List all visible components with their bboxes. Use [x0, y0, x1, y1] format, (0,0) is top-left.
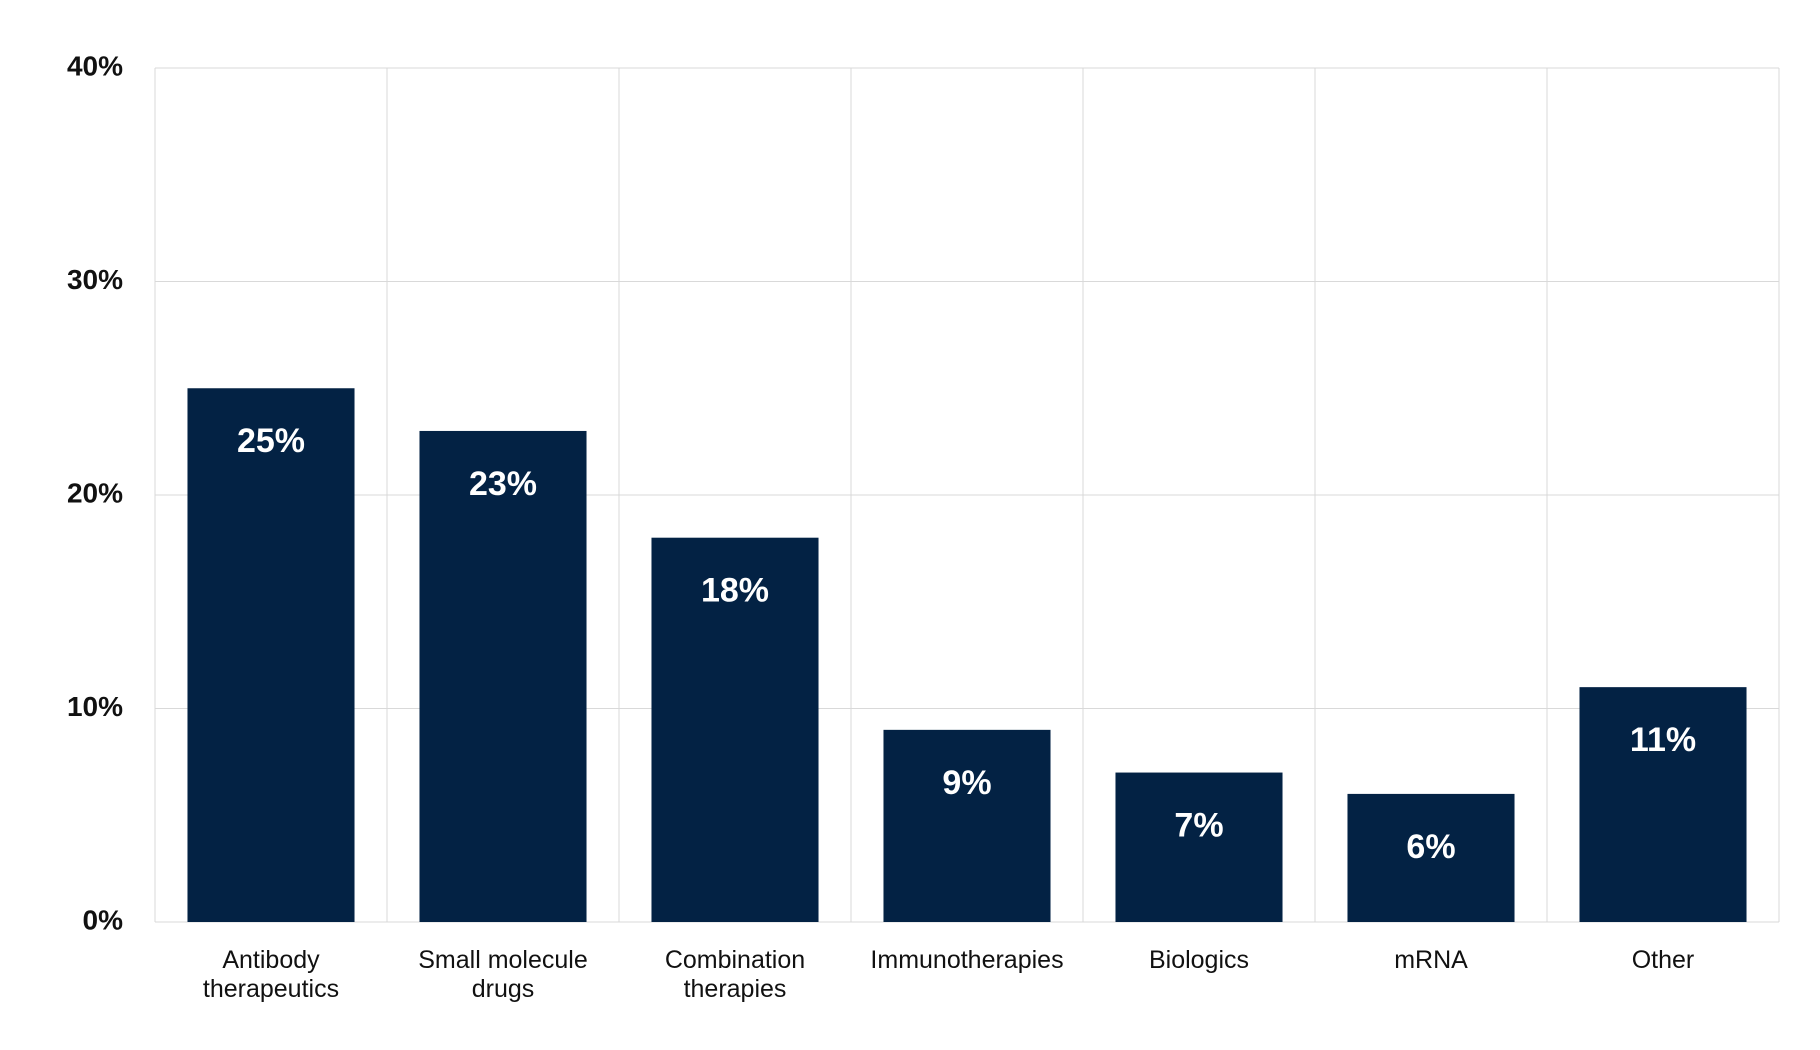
x-tick-label: mRNA: [1394, 946, 1468, 974]
value-label: 11%: [1630, 721, 1696, 759]
value-label: 6%: [1406, 828, 1455, 866]
x-tick-label: Antibody therapeutics: [202, 946, 340, 1003]
value-label: 7%: [1174, 807, 1223, 845]
bar: [1115, 772, 1283, 922]
x-tick-label: Other: [1631, 946, 1695, 974]
value-label: 9%: [942, 764, 991, 802]
value-label: 25%: [237, 422, 305, 460]
bar: [1347, 793, 1515, 922]
bar: [187, 388, 355, 922]
x-tick-label: Immunotherapies: [870, 946, 1064, 974]
bar: [651, 537, 819, 922]
y-tick-label: 20%: [67, 477, 123, 508]
x-tick-label: Combination therapies: [664, 946, 806, 1003]
bar: [1579, 687, 1747, 922]
y-tick-label: 30%: [67, 264, 123, 295]
y-tick-label: 0%: [83, 904, 124, 935]
y-tick-label: 10%: [67, 691, 123, 722]
value-label: 23%: [469, 465, 537, 503]
x-tick-label: Small molecule drugs: [418, 946, 588, 1003]
value-label: 18%: [701, 572, 769, 610]
y-tick-label: 40%: [67, 50, 123, 81]
bar: [419, 430, 587, 922]
x-tick-label: Biologics: [1148, 946, 1250, 974]
bar: [883, 729, 1051, 922]
